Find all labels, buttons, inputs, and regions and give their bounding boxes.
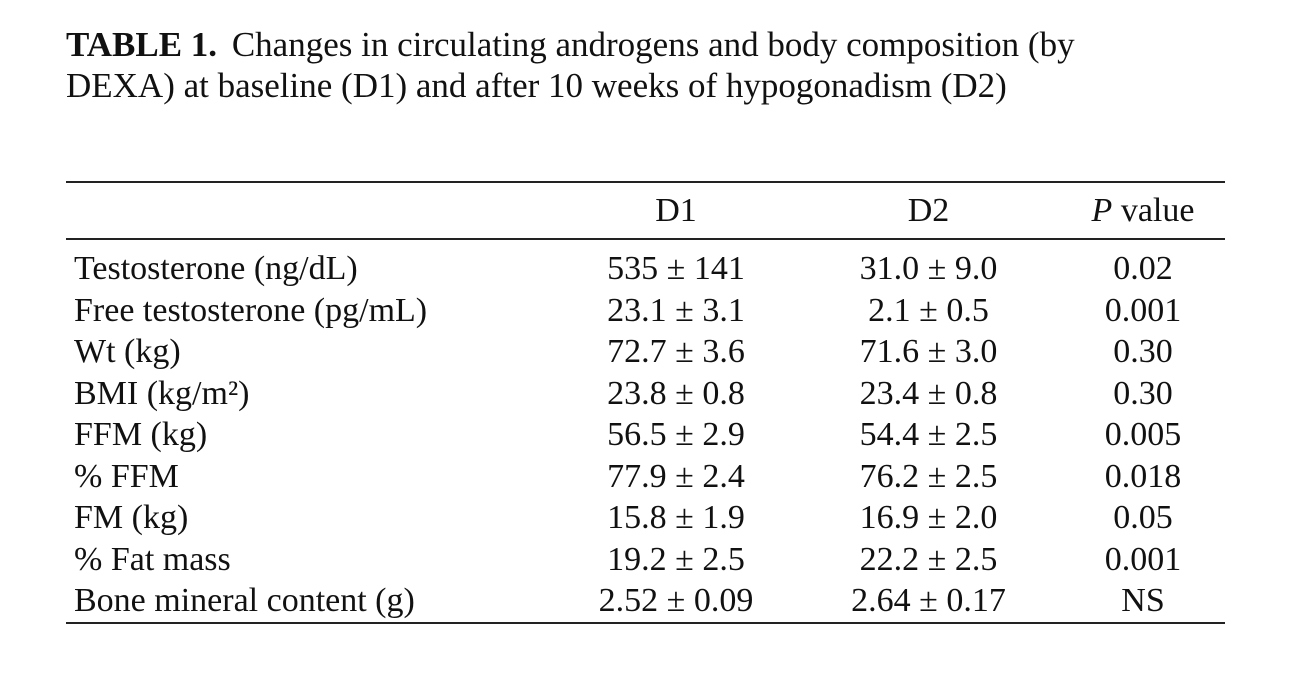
row-label: FFM (kg)	[74, 416, 208, 454]
row-label: FM (kg)	[74, 499, 189, 537]
cell: 77.9 ± 2.4	[607, 457, 745, 495]
cell: 76.2 ± 2.5	[859, 457, 998, 495]
table-row: % Fat mass 19.2 ± 2.5 22.2 ± 2.5 0.001	[66, 539, 1225, 581]
cell: 0.018	[1104, 457, 1182, 495]
cell: 2.52 ± 0.09	[556, 580, 796, 624]
table-row: Testosterone (ng/dL) 535 ± 141 31.0 ± 9.0 0…	[66, 239, 1225, 290]
table-row: Wt (kg) 72.7 ± 3.6 71.6 ± 3.0 0.30	[66, 331, 1225, 373]
cell: 19.2 ± 2.5	[607, 540, 745, 578]
data-table: D1 D2 P value Testosterone (ng/dL) 535 ± 14…	[66, 181, 1225, 624]
table-row: Bone mineral content (g) 2.52 ± 0.09 2.64 …	[66, 580, 1225, 624]
cell: 2.1 ± 0.5	[868, 291, 989, 329]
cell: 16.9 ± 2.0	[859, 499, 998, 537]
row-label: BMI (kg/m²)	[74, 374, 250, 412]
header-cell: D1	[556, 181, 796, 240]
cell: 72.7 ± 3.6	[607, 333, 745, 371]
table-row: FFM (kg) 56.5 ± 2.9 54.4 ± 2.5 0.005	[66, 414, 1225, 456]
row-label: % FFM	[74, 457, 179, 495]
cell: 22.2 ± 2.5	[859, 540, 998, 578]
cell: 15.8 ± 1.9	[607, 499, 745, 537]
cell: 2.64 ± 0.17	[796, 580, 1061, 624]
header-cell: P value	[1061, 181, 1225, 240]
cell: 0.02	[1113, 250, 1173, 288]
cell: 0.005	[1104, 416, 1182, 454]
table-row: % FFM 77.9 ± 2.4 76.2 ± 2.5 0.018	[66, 456, 1225, 498]
cell: 0.30	[1113, 374, 1173, 412]
cell: 31.0 ± 9.0	[859, 250, 998, 288]
cell: 0.30	[1113, 333, 1173, 371]
header-row: D1 D2 P value	[66, 181, 1225, 240]
cell: 23.1 ± 3.1	[607, 291, 745, 329]
table-row: Free testosterone (pg/mL) 23.1 ± 3.1 2.1 ±…	[66, 290, 1225, 332]
caption-text: Changes in circulating androgens and bod…	[66, 25, 1075, 105]
cell: 0.001	[1104, 291, 1182, 329]
table-row: FM (kg) 15.8 ± 1.9 16.9 ± 2.0 0.05	[66, 497, 1225, 539]
row-label: Testosterone (ng/dL)	[74, 250, 358, 288]
row-label: % Fat mass	[74, 540, 231, 578]
cell: NS	[1061, 580, 1225, 624]
cell: 0.001	[1104, 540, 1182, 578]
cell: 54.4 ± 2.5	[859, 416, 998, 454]
table-row: BMI (kg/m²) 23.8 ± 0.8 23.4 ± 0.8 0.30	[66, 373, 1225, 415]
row-label: Wt (kg)	[74, 333, 181, 371]
cell: 535 ± 141	[607, 250, 745, 288]
cell: 23.4 ± 0.8	[859, 374, 998, 412]
row-label: Bone mineral content (g)	[66, 580, 556, 624]
cell: 56.5 ± 2.9	[607, 416, 745, 454]
cell: 71.6 ± 3.0	[859, 333, 998, 371]
header-cell	[66, 181, 556, 240]
table-body: Testosterone (ng/dL) 535 ± 141 31.0 ± 9.0 0…	[66, 239, 1225, 624]
cell: 0.05	[1113, 499, 1173, 537]
caption-label: TABLE 1.	[66, 25, 218, 64]
cell: 23.8 ± 0.8	[607, 374, 745, 412]
header-cell: D2	[796, 181, 1061, 240]
table-caption: TABLE 1. Changes in circulating androgen…	[66, 24, 1166, 106]
row-label: Free testosterone (pg/mL)	[74, 291, 428, 329]
